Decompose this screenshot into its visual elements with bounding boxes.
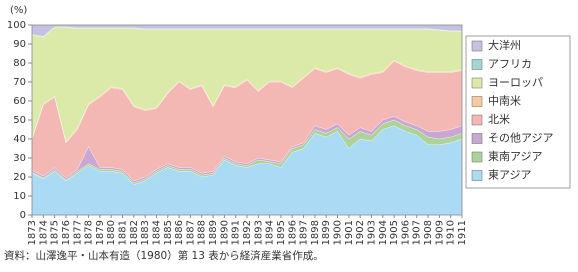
- x-tick-label: 1882: [129, 220, 140, 245]
- legend-label: 北米: [488, 113, 510, 126]
- x-tick-label: 1886: [174, 220, 185, 245]
- x-tick-label: 1889: [208, 220, 219, 245]
- x-tick-label: 1904: [378, 220, 389, 245]
- y-tick-label: 80: [13, 58, 26, 69]
- legend-swatch: [471, 114, 483, 126]
- x-tick-label: 1879: [95, 220, 106, 245]
- legend-label: 東南アジア: [488, 150, 543, 163]
- source-note: 資料：山澤逸平・山本有造（1980）第 13 表から経済産業省作成。: [4, 249, 324, 262]
- x-tick-label: 1905: [389, 220, 400, 245]
- legend-swatch: [471, 96, 483, 107]
- x-tick-label: 1891: [231, 220, 242, 245]
- x-tick-label: 1873: [27, 220, 38, 245]
- legend-label: アフリカ: [488, 58, 532, 71]
- y-tick-label: 10: [13, 191, 26, 202]
- y-tick-label: 100: [7, 20, 26, 31]
- legend-swatch: [471, 133, 483, 144]
- legend-label: ヨーロッパ: [488, 76, 543, 89]
- y-tick-label: 30: [13, 153, 26, 164]
- y-unit-label: (%): [10, 5, 27, 16]
- x-tick-label: 1885: [163, 220, 174, 245]
- y-tick-label: 60: [13, 96, 26, 107]
- x-tick-label: 1899: [321, 220, 332, 245]
- y-tick-label: 20: [13, 172, 26, 183]
- x-tick-label: 1874: [38, 220, 49, 245]
- x-tick-label: 1884: [151, 220, 162, 245]
- x-tick-label: 1901: [344, 220, 355, 245]
- y-tick-label: 50: [13, 115, 26, 126]
- x-tick-label: 1892: [242, 220, 253, 245]
- legend-label: 東アジア: [488, 169, 532, 182]
- x-tick-label: 1895: [276, 220, 287, 245]
- y-tick-label: 70: [13, 77, 26, 88]
- x-tick-label: 1907: [412, 220, 423, 245]
- x-tick-label: 1900: [333, 220, 344, 245]
- x-tick-label: 1880: [106, 220, 117, 245]
- legend-swatch: [471, 40, 483, 52]
- x-tick-label: 1903: [366, 220, 377, 245]
- legend-swatch: [471, 151, 483, 163]
- x-tick-label: 1902: [355, 220, 366, 245]
- x-tick-label: 1878: [84, 220, 95, 245]
- x-tick-label: 1894: [265, 220, 276, 245]
- x-tick-label: 1887: [185, 220, 196, 245]
- x-tick-label: 1911: [457, 220, 468, 245]
- y-tick-label: 0: [20, 210, 26, 221]
- x-tick-label: 1906: [400, 220, 411, 245]
- y-tick-label: 90: [13, 39, 26, 50]
- legend-label: その他アジア: [488, 132, 554, 145]
- x-tick-label: 1877: [72, 220, 83, 245]
- x-tick-label: 1883: [140, 220, 151, 245]
- legend-label: 大洋州: [488, 38, 521, 52]
- x-tick-label: 1888: [197, 220, 208, 245]
- x-tick-label: 1890: [219, 220, 230, 245]
- x-tick-label: 1881: [118, 220, 129, 245]
- legend-label: 中南米: [488, 95, 521, 108]
- x-tick-label: 1893: [253, 220, 264, 245]
- x-tick-label: 1898: [310, 220, 321, 245]
- legend-box: [465, 35, 571, 189]
- x-tick-label: 1896: [287, 220, 298, 245]
- x-tick-label: 1897: [299, 220, 310, 245]
- legend-swatch: [471, 77, 483, 89]
- legend-swatch: [471, 59, 483, 70]
- x-tick-label: 1910: [446, 220, 457, 245]
- x-tick-label: 1875: [50, 220, 61, 245]
- x-tick-label: 1876: [61, 220, 72, 245]
- legend-swatch: [471, 170, 483, 181]
- x-tick-label: 1909: [434, 220, 445, 245]
- x-tick-label: 1908: [423, 220, 434, 245]
- y-tick-label: 40: [13, 134, 26, 145]
